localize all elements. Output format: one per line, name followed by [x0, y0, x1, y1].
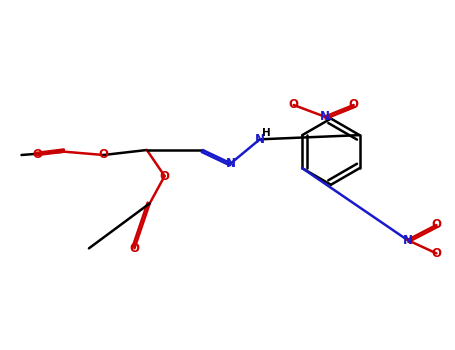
- Text: N: N: [226, 157, 236, 170]
- Text: O: O: [431, 218, 441, 231]
- Text: O: O: [288, 98, 298, 112]
- Text: O: O: [129, 242, 139, 255]
- Text: O: O: [160, 169, 170, 182]
- Text: N: N: [402, 233, 412, 246]
- Text: O: O: [349, 98, 359, 112]
- Text: O: O: [431, 247, 441, 260]
- Text: H: H: [263, 128, 271, 138]
- Text: O: O: [98, 148, 108, 161]
- Text: N: N: [320, 110, 330, 123]
- Text: O: O: [32, 148, 42, 161]
- Text: N: N: [255, 133, 265, 146]
